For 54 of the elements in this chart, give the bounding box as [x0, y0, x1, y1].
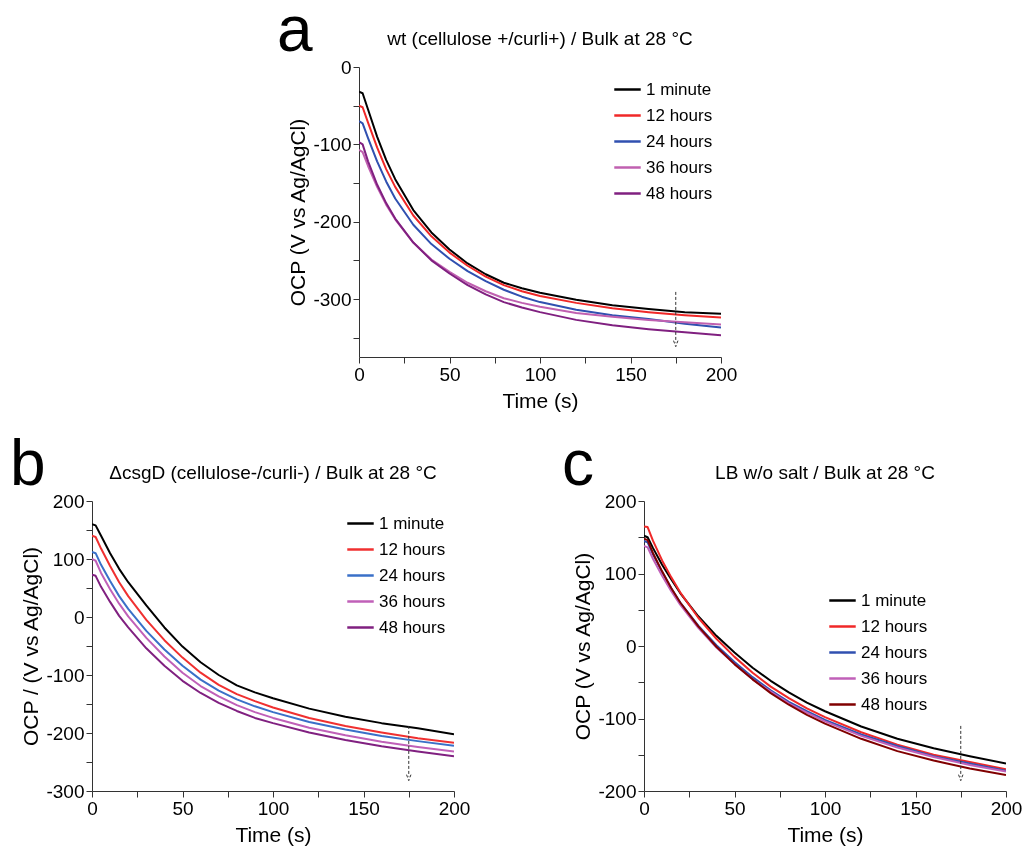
y-tick-label: -200 — [46, 722, 85, 744]
y-tick-label: -200 — [598, 780, 637, 802]
legend-label: 1 minute — [861, 590, 927, 610]
legend-label: 48 hours — [646, 183, 713, 203]
y-tick-label: -100 — [46, 664, 85, 686]
legend-label: 36 hours — [861, 668, 928, 688]
legend-label: 36 hours — [646, 157, 713, 177]
y-tick-label: -300 — [46, 780, 85, 802]
legend-label: 48 hours — [379, 617, 446, 637]
y-tick-label: -100 — [313, 133, 352, 155]
y-tick-label: -100 — [598, 708, 637, 729]
text: b — [10, 427, 46, 499]
legend-label: 24 hours — [861, 642, 928, 662]
y-tick-label: 100 — [52, 548, 85, 570]
y-tick-label: 200 — [604, 490, 637, 512]
legend-label: 36 hours — [379, 591, 446, 611]
legend-label: 12 hours — [379, 539, 446, 559]
x-tick-label: 150 — [900, 797, 932, 819]
x-tick-label: 100 — [524, 363, 557, 385]
x-tick-label: 150 — [615, 363, 647, 385]
text: c — [562, 427, 594, 499]
y-tick-label: 0 — [340, 56, 352, 78]
legend-label: 12 hours — [646, 105, 713, 125]
y-tick-label: 0 — [73, 606, 85, 628]
x-axis-title: Time (s) — [235, 822, 312, 846]
y-tick-label: -200 — [313, 211, 352, 233]
legend-label: 1 minute — [646, 79, 712, 99]
y-tick-label: 0 — [625, 635, 637, 657]
legend-label: 48 hours — [861, 694, 928, 714]
x-tick-label: 200 — [438, 797, 471, 819]
x-tick-label: 200 — [705, 363, 738, 385]
y-tick-label: 100 — [604, 563, 637, 584]
y-tick-label: -300 — [313, 288, 352, 310]
y-axis-title: OCP (V vs Ag/AgCl) — [571, 552, 595, 741]
text: a — [277, 0, 313, 65]
y-axis-title: OCP (V vs Ag/AgCl) — [286, 118, 310, 307]
x-axis-title: Time (s) — [787, 822, 864, 846]
legend-label: 24 hours — [646, 131, 713, 151]
chart-title: LB w/o salt / Bulk at 28 °C — [715, 462, 935, 483]
chart-title: wt (cellulose +/curli+) / Bulk at 28 °C — [386, 28, 693, 49]
legend-label: 12 hours — [861, 616, 928, 636]
x-tick-label: 50 — [172, 797, 194, 819]
x-tick-label: 100 — [257, 797, 290, 819]
x-tick-label: 50 — [724, 797, 746, 819]
x-axis-title: Time (s) — [502, 388, 579, 412]
y-tick-label: 200 — [52, 490, 85, 512]
legend-label: 24 hours — [379, 565, 446, 585]
y-axis-title: OCP / (V vs Ag/AgCl) — [19, 546, 43, 747]
x-tick-label: 100 — [809, 797, 842, 819]
chart-title: ΔcsgD (cellulose-/curli-) / Bulk at 28 °C — [109, 462, 437, 483]
x-tick-label: 150 — [348, 797, 380, 819]
x-tick-label: 200 — [990, 797, 1023, 819]
legend-label: 1 minute — [379, 513, 445, 533]
x-tick-label: 50 — [439, 363, 461, 385]
